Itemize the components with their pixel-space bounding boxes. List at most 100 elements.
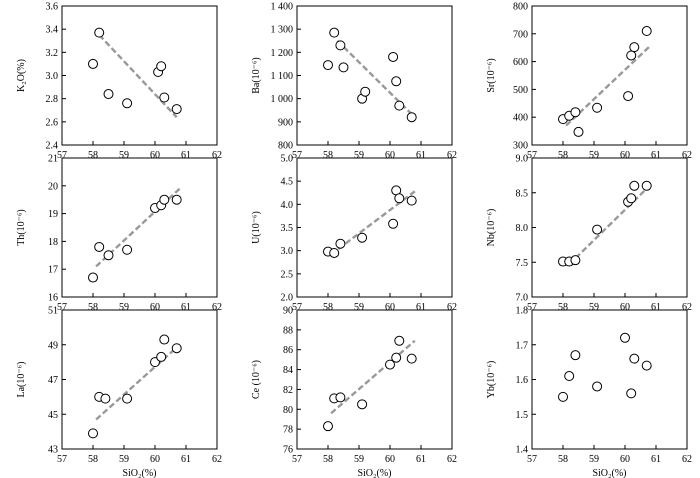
data-point [88,272,98,283]
chart-panel: 57 58 59 60 61 62 1.4 1.5 1.6 1.7 1.8 Yb(10⁻⁶) SiO₂(… [486,306,692,478]
y-tick-label: 3.6 [46,2,59,13]
x-tick-label: 62 [682,150,692,161]
y-tick-label: 500 [513,85,528,96]
data-point [88,428,98,439]
y-tick-label: 1.4 [516,445,529,456]
data-point [641,26,652,37]
data-point [641,360,652,371]
x-tick-label: 57 [57,150,67,161]
y-tick-label: 1 200 [271,48,294,59]
y-tick-label: 90 [283,306,293,317]
data-point [357,399,368,410]
x-tick-label: 60 [620,454,630,465]
x-tick-label: 58 [323,454,333,465]
data-point [391,76,402,87]
data-point [564,371,575,382]
x-tick-label: 61 [651,302,661,313]
y-tick-label: 4.5 [281,177,294,188]
data-point [360,86,371,97]
data-point [335,392,346,403]
y-tick-label: 1.6 [516,375,529,386]
y-axis-label: Yb(10⁻⁶) [486,361,497,399]
x-tick-label: 60 [620,302,630,313]
data-point [122,98,133,109]
x-tick-label: 59 [589,302,599,313]
y-tick-label: 1 400 [271,2,294,13]
x-axis-label: SiO₂(%) [122,468,156,478]
y-tick-label: 900 [278,117,293,128]
y-tick-label: 400 [513,113,528,124]
trend-line [330,339,416,415]
y-tick-label: 3.5 [281,223,294,234]
data-point [388,218,399,229]
data-point [103,89,114,100]
data-point [171,194,182,205]
y-tick-label: 21 [48,154,58,165]
data-point [570,107,581,118]
x-tick-label: 58 [558,302,568,313]
data-point [171,104,182,115]
x-tick-label: 62 [682,302,692,313]
x-tick-label: 61 [181,454,191,465]
y-tick-label: 82 [283,385,293,396]
data-point [406,112,417,123]
x-tick-label: 59 [119,454,129,465]
x-tick-label: 60 [620,150,630,161]
x-tick-label: 61 [651,454,661,465]
chart-panel: 57 58 59 60 61 62 43 45 47 49 51 La(10⁻⁶) SiO₂(%) [16,306,222,478]
x-tick-label: 59 [589,454,599,465]
y-axis-label: U(10⁻⁶) [251,211,262,244]
data-point [171,343,182,354]
data-point [94,241,105,252]
data-point [94,27,105,38]
data-point [335,40,346,51]
y-axis-label: Ce (10⁻⁶) [251,360,262,399]
chart-panel: 57 58 59 60 61 62 7.0 7.5 8.0 8.5 9.0 Nb(10⁻⁶) [486,154,692,314]
chart-panel: 57 58 59 60 61 62 76 78 80 82 84 86 88 90 Ce (10⁻⁶) SiO… [251,306,457,478]
x-tick-label: 59 [119,150,129,161]
y-tick-label: 1.8 [516,306,529,317]
trend-line [98,34,178,119]
data-point [391,352,402,363]
trend-line [95,343,181,421]
y-axis-label: Th(10⁻⁶) [16,209,27,246]
data-point [623,91,634,102]
x-tick-label: 62 [682,454,692,465]
y-tick-label: 800 [278,141,293,152]
x-tick-label: 62 [447,302,457,313]
x-tick-label: 59 [354,302,364,313]
y-tick-label: 800 [513,2,528,13]
data-point [329,247,340,258]
data-point [323,60,333,71]
x-tick-label: 57 [527,302,537,313]
x-tick-label: 62 [447,150,457,161]
y-tick-label: 3.4 [46,25,59,36]
data-point [406,195,417,206]
x-tick-label: 59 [354,150,364,161]
y-tick-label: 600 [513,57,528,68]
data-point [394,193,405,204]
x-tick-label: 60 [150,454,160,465]
data-point [159,194,170,205]
y-tick-label: 43 [48,445,58,456]
data-point [385,359,395,370]
x-tick-label: 62 [447,454,457,465]
x-tick-label: 58 [88,454,98,465]
x-tick-label: 60 [150,150,160,161]
y-tick-label: 300 [513,141,528,152]
y-tick-label: 16 [48,293,58,304]
data-point [335,238,346,249]
x-tick-label: 57 [527,150,537,161]
data-point [641,180,652,191]
y-tick-label: 7.0 [516,293,529,304]
x-tick-label: 57 [57,302,67,313]
x-tick-label: 62 [212,150,222,161]
data-point [338,62,349,73]
plot-frame [61,5,218,146]
data-point [100,393,111,404]
y-tick-label: 3.2 [46,48,59,59]
x-tick-label: 58 [558,454,568,465]
y-tick-label: 86 [283,345,293,356]
y-tick-label: 2.6 [46,117,59,128]
